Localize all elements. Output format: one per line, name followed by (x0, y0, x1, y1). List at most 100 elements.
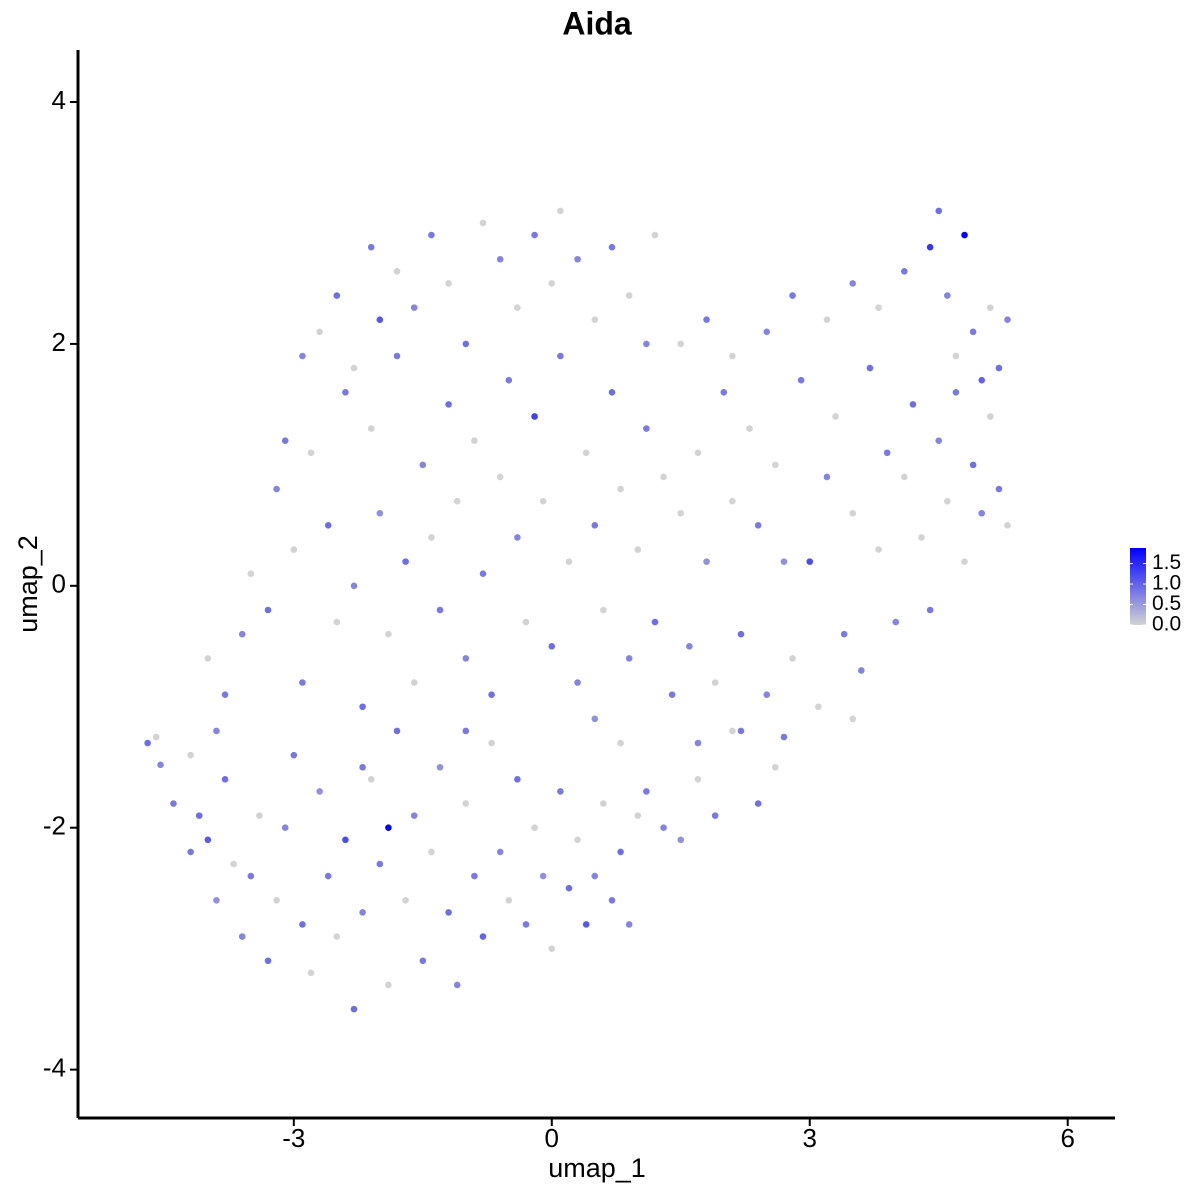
y-tick-label: 4 (52, 85, 66, 115)
point (978, 509, 986, 517)
point (694, 739, 702, 747)
point (410, 679, 418, 686)
point (428, 848, 435, 856)
point (1004, 522, 1011, 529)
point (187, 848, 194, 856)
point (187, 751, 194, 759)
point (582, 449, 590, 457)
point (307, 449, 315, 457)
point (496, 473, 504, 481)
point (144, 739, 151, 747)
point (479, 219, 487, 227)
point (703, 558, 710, 565)
point (445, 280, 452, 287)
point (952, 352, 960, 360)
point (514, 534, 521, 541)
point (944, 497, 951, 505)
point (883, 449, 891, 457)
point (376, 509, 384, 517)
point (711, 812, 719, 819)
point (625, 655, 633, 662)
point (677, 340, 685, 348)
point (591, 316, 599, 324)
point (367, 776, 375, 783)
colorbar (1130, 548, 1146, 625)
point (617, 739, 624, 747)
point (935, 207, 943, 215)
point (987, 413, 994, 420)
point (324, 522, 332, 529)
point (333, 292, 341, 299)
point (290, 546, 298, 553)
point (376, 316, 384, 324)
point (557, 207, 564, 215)
colorbar-label: 0.5 (1152, 592, 1181, 615)
point (772, 461, 779, 469)
point (393, 727, 401, 735)
point (565, 558, 573, 565)
point (840, 630, 848, 638)
point (410, 812, 418, 819)
point (694, 776, 702, 783)
y-tick-label: 2 (52, 327, 66, 357)
point (746, 425, 753, 432)
points (144, 207, 1011, 1013)
point (875, 546, 882, 553)
point (969, 328, 977, 336)
point (548, 945, 556, 952)
point (591, 522, 599, 529)
point (367, 425, 375, 432)
point (574, 255, 581, 263)
point (737, 727, 745, 735)
point (591, 872, 599, 880)
point (582, 921, 590, 928)
point (961, 231, 968, 239)
point (238, 933, 246, 940)
point (157, 761, 164, 769)
y-tick-label: -2 (43, 811, 66, 841)
point (729, 497, 736, 505)
point (686, 642, 693, 650)
point (350, 582, 358, 590)
point (711, 679, 719, 686)
point (290, 751, 298, 759)
point (574, 679, 581, 686)
point (539, 497, 547, 505)
point (918, 534, 925, 541)
point (780, 733, 788, 741)
point (643, 788, 650, 795)
point (462, 340, 470, 348)
point (651, 618, 659, 626)
colorbar-label: 1.0 (1152, 572, 1181, 595)
point (436, 763, 444, 771)
point (273, 485, 280, 493)
point (600, 800, 607, 807)
x-tick-label: 6 (1060, 1123, 1074, 1153)
point (763, 328, 771, 336)
point (307, 969, 315, 977)
point (823, 473, 831, 481)
point (204, 655, 212, 662)
chart-title: Aida (562, 5, 632, 41)
point (643, 425, 650, 432)
point (264, 606, 272, 614)
point (419, 957, 427, 965)
point (978, 376, 986, 384)
point (875, 304, 882, 311)
point (324, 872, 332, 880)
point (892, 618, 900, 626)
point (256, 812, 263, 819)
x-tick-label: 0 (545, 1123, 559, 1153)
point (780, 558, 788, 565)
point (763, 691, 771, 698)
point (453, 981, 461, 989)
point (152, 733, 160, 741)
point (479, 570, 487, 578)
point (565, 884, 573, 892)
point (273, 896, 280, 904)
point (849, 715, 857, 723)
y-axis-label: umap_2 (13, 535, 43, 633)
point (660, 824, 667, 832)
point (625, 921, 633, 928)
point (385, 981, 392, 989)
